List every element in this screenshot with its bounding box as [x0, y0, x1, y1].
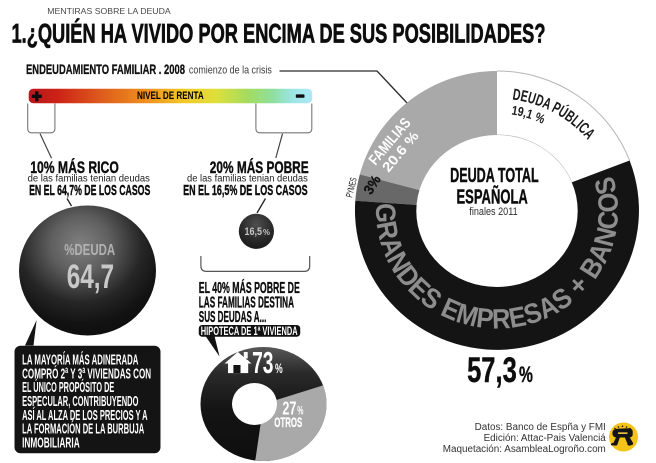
svg-text:ESPAÑOLA: ESPAÑOLA [457, 185, 528, 208]
svg-text:EL 40% MÁS POBRE DE: EL 40% MÁS POBRE DE [199, 280, 300, 297]
svg-text:MENTIRAS SOBRE LA DEUDA: MENTIRAS SOBRE LA DEUDA [47, 6, 171, 16]
svg-text:Maquetación: AsambleaLogroño.c: Maquetación: AsambleaLogroño.com [443, 444, 606, 455]
svg-text:LA FORMACIÓN DE LA BURBUJA: LA FORMACIÓN DE LA BURBUJA [22, 420, 144, 438]
svg-text:%: % [519, 362, 533, 387]
svg-text:finales 2011: finales 2011 [469, 206, 517, 218]
svg-text:10% MÁS RICO: 10% MÁS RICO [30, 158, 119, 177]
svg-text:COMPRÓ 2ª Y 3ª VIVIENDAS CON: COMPRÓ 2ª Y 3ª VIVIENDAS CON [22, 364, 151, 382]
svg-text:SUS DEUDAS A...: SUS DEUDAS A... [199, 309, 267, 326]
svg-text:de las familias tenian deudas: de las familias tenian deudas [28, 174, 150, 185]
svg-text:LAS FAMILIAS DESTINA: LAS FAMILIAS DESTINA [199, 295, 294, 312]
svg-text:Edición: Attac-Pais Valenciá: Edición: Attac-Pais Valenciá [484, 433, 607, 444]
svg-text:64,7: 64,7 [67, 258, 114, 296]
svg-text:PYMES: PYMES [344, 177, 360, 199]
svg-text:comienzo de la crisis: comienzo de la crisis [189, 65, 272, 77]
svg-text:%: % [275, 360, 283, 376]
svg-text:LA MAYORÍA MÁS ADINERADA: LA MAYORÍA MÁS ADINERADA [22, 352, 138, 369]
svg-text:73: 73 [252, 345, 273, 380]
svg-text:20% MÁS POBRE: 20% MÁS POBRE [210, 158, 309, 177]
svg-text:ESPECULAR, CONTRIBUYENDO: ESPECULAR, CONTRIBUYENDO [22, 393, 138, 410]
svg-text:1.¿QUIÉN HA VIVIDO POR ENCIMA: 1.¿QUIÉN HA VIVIDO POR ENCIMA DE SUS POS… [12, 18, 546, 49]
svg-text:27: 27 [282, 397, 296, 418]
svg-text:DEUDA TOTAL: DEUDA TOTAL [450, 164, 539, 187]
svg-text:%DEUDA: %DEUDA [64, 242, 115, 259]
svg-text:HIPOTECA DE 1ª VIVIENDA: HIPOTECA DE 1ª VIVIENDA [201, 324, 298, 338]
svg-text:de las familias tenian deudas: de las familias tenian deudas [187, 174, 308, 185]
svg-text:ASÍ AL ALZA DE LOS PRECIOS Y A: ASÍ AL ALZA DE LOS PRECIOS Y A [22, 407, 148, 424]
svg-text:Datos: Banco de Espña y FMI: Datos: Banco de Espña y FMI [475, 422, 606, 433]
svg-text:57,3: 57,3 [467, 350, 517, 390]
svg-text:EN EL 64,7% DE LOS CASOS: EN EL 64,7% DE LOS CASOS [29, 182, 150, 199]
svg-text:%: % [297, 405, 303, 417]
svg-text:NIVEL DE RENTA: NIVEL DE RENTA [137, 90, 204, 102]
svg-text:%: % [263, 228, 270, 237]
svg-text:16,5: 16,5 [245, 226, 263, 238]
svg-text:INMOBILIARIA: INMOBILIARIA [22, 434, 80, 451]
svg-text:EN EL 16,5% DE LOS CASOS: EN EL 16,5% DE LOS CASOS [183, 182, 308, 199]
svg-text:ENDEUDAMIENTO FAMILIAR . 2008: ENDEUDAMIENTO FAMILIAR . 2008 [26, 62, 185, 77]
svg-text:EL ÚNICO PROPÓSITO DE: EL ÚNICO PROPÓSITO DE [22, 378, 114, 396]
svg-text:OTROS: OTROS [274, 415, 302, 430]
